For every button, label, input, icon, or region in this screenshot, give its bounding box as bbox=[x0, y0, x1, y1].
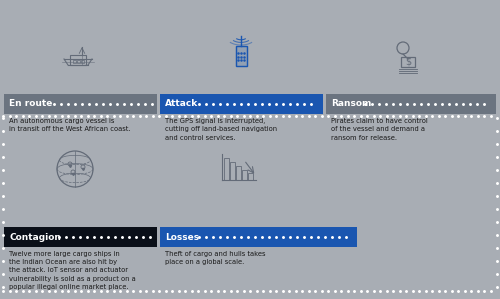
Bar bbox=[230, 162, 235, 180]
Bar bbox=[73, 60, 76, 63]
Text: $: $ bbox=[405, 57, 411, 67]
Text: En route: En route bbox=[9, 100, 52, 109]
Bar bbox=[224, 158, 229, 180]
Text: Pirates claim to have control
of the vessel and demand a
ransom for release.: Pirates claim to have control of the ves… bbox=[331, 118, 428, 141]
Bar bbox=[77, 60, 80, 63]
Text: Attack: Attack bbox=[165, 100, 198, 109]
Bar bbox=[401, 57, 415, 67]
Text: Contagion: Contagion bbox=[9, 233, 61, 242]
Text: Theft of cargo and hulls takes
place on a global scale.: Theft of cargo and hulls takes place on … bbox=[165, 251, 266, 265]
Bar bbox=[236, 46, 246, 65]
Text: Twelve more large cargo ships in
the Indian Ocean are also hit by
the attack. Io: Twelve more large cargo ships in the Ind… bbox=[9, 251, 136, 290]
Bar bbox=[81, 60, 84, 63]
Bar bbox=[160, 227, 356, 247]
Bar bbox=[236, 166, 241, 180]
Bar bbox=[326, 94, 496, 114]
Bar bbox=[70, 55, 86, 65]
Bar bbox=[4, 227, 157, 247]
Bar bbox=[236, 46, 246, 65]
Bar bbox=[248, 173, 253, 180]
Bar bbox=[4, 94, 157, 114]
Text: An autonomous cargo vessel is
in transit off the West African coast.: An autonomous cargo vessel is in transit… bbox=[9, 118, 130, 132]
Text: Losses: Losses bbox=[165, 233, 199, 242]
Bar bbox=[160, 94, 323, 114]
Bar bbox=[242, 170, 247, 180]
Text: The GPS signal is interrupted,
cutting off land-based navigation
and control ser: The GPS signal is interrupted, cutting o… bbox=[165, 118, 277, 141]
Text: Ransom: Ransom bbox=[331, 100, 372, 109]
